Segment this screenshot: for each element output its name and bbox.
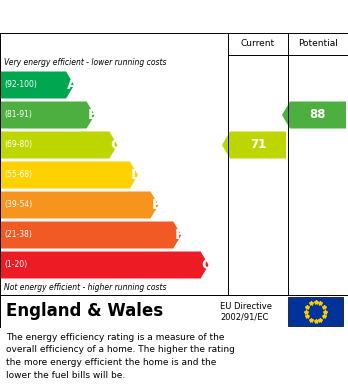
Text: (55-68): (55-68)	[4, 170, 32, 179]
Text: (21-38): (21-38)	[4, 231, 32, 240]
Polygon shape	[0, 102, 95, 129]
Text: The energy efficiency rating is a measure of the
overall efficiency of a home. T: The energy efficiency rating is a measur…	[6, 333, 235, 380]
Text: (39-54): (39-54)	[4, 201, 32, 210]
Text: England & Wales: England & Wales	[6, 303, 163, 321]
Text: (69-80): (69-80)	[4, 140, 32, 149]
Text: 88: 88	[310, 108, 326, 122]
Polygon shape	[0, 251, 209, 278]
Text: D: D	[131, 168, 142, 182]
Text: EU Directive
2002/91/EC: EU Directive 2002/91/EC	[220, 302, 272, 321]
Polygon shape	[0, 131, 117, 158]
Bar	[288, 297, 343, 326]
Text: F: F	[174, 228, 184, 242]
Text: Very energy efficient - lower running costs: Very energy efficient - lower running co…	[4, 58, 166, 67]
Polygon shape	[0, 221, 181, 249]
Polygon shape	[222, 131, 286, 158]
Text: Energy Efficiency Rating: Energy Efficiency Rating	[8, 9, 218, 24]
Polygon shape	[282, 102, 346, 129]
Text: (92-100): (92-100)	[4, 81, 37, 90]
Text: Potential: Potential	[298, 39, 338, 48]
Text: (81-91): (81-91)	[4, 111, 32, 120]
Text: B: B	[88, 108, 98, 122]
Text: (1-20): (1-20)	[4, 260, 27, 269]
Polygon shape	[0, 72, 74, 99]
Text: A: A	[67, 78, 78, 92]
Text: 71: 71	[250, 138, 266, 151]
Text: Not energy efficient - higher running costs: Not energy efficient - higher running co…	[4, 283, 166, 292]
Text: E: E	[151, 198, 161, 212]
Polygon shape	[0, 192, 158, 219]
Polygon shape	[0, 161, 138, 188]
Text: Current: Current	[241, 39, 275, 48]
Text: C: C	[110, 138, 121, 152]
Text: G: G	[201, 258, 213, 272]
